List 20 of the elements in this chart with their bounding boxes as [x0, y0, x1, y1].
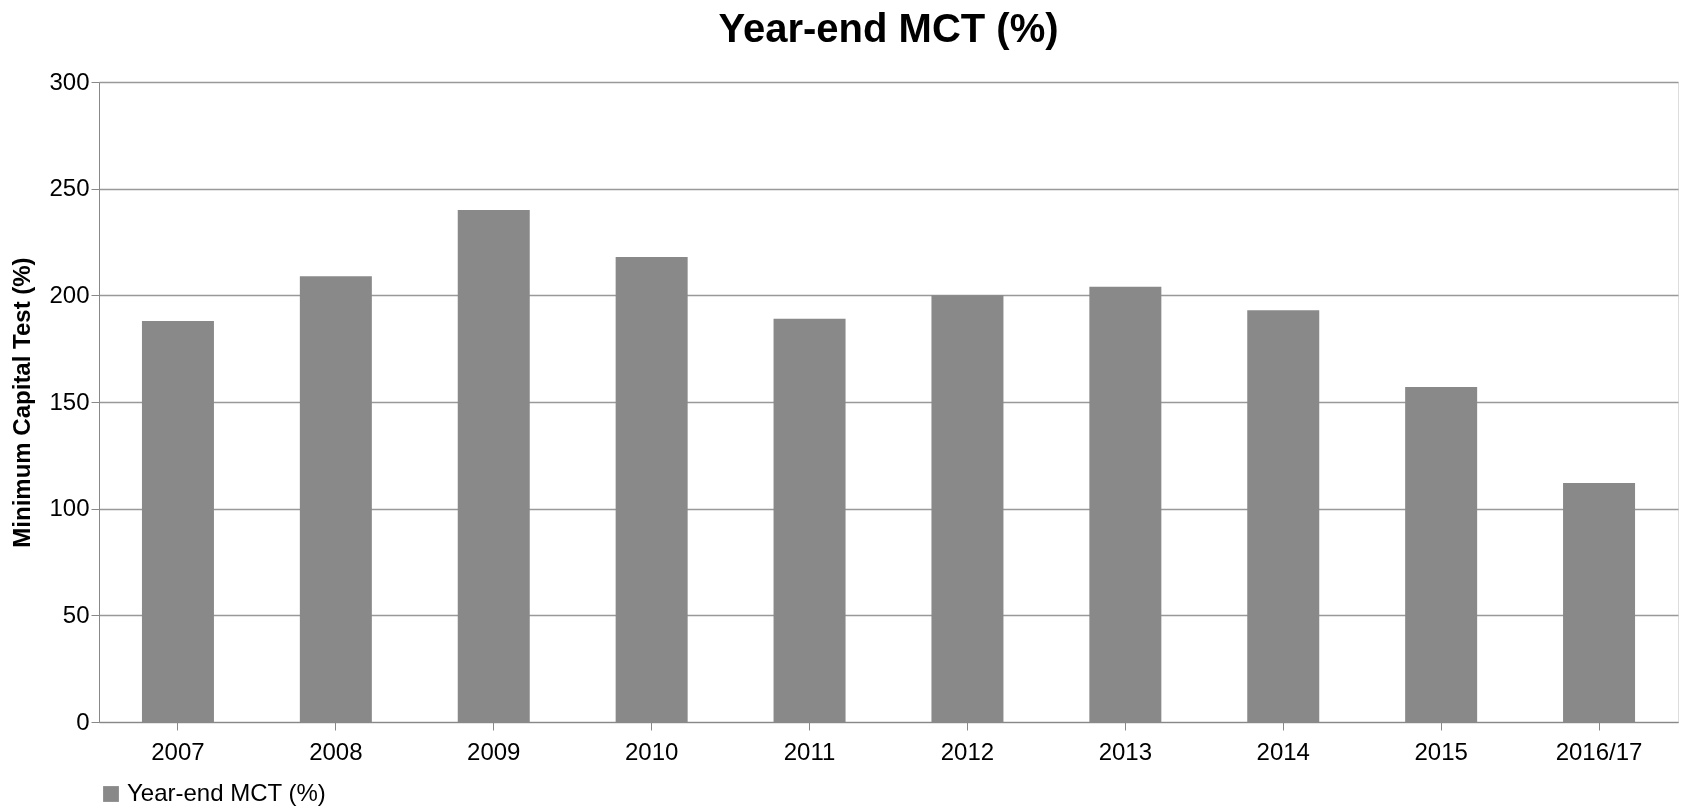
y-tick-label: 0 — [76, 707, 90, 735]
x-tick-label: 2013 — [1098, 737, 1153, 765]
x-tick-label: 2008 — [309, 737, 363, 765]
y-tick-label: 250 — [49, 174, 90, 202]
x-tick-label: 2011 — [783, 737, 836, 765]
legend-label: Year-end MCT (%) — [127, 779, 326, 806]
x-tick-label: 2016/17 — [1555, 737, 1643, 765]
x-tick-label: 2010 — [624, 737, 679, 765]
x-tick-label: 2012 — [940, 737, 995, 765]
x-tick-label: 2014 — [1256, 737, 1310, 765]
y-tick-label: 300 — [49, 67, 90, 95]
x-tick-label: 2009 — [467, 737, 521, 765]
x-tick-label: 2015 — [1414, 737, 1468, 765]
chart-title: Year-end MCT (%) — [718, 6, 1059, 50]
x-tick-label: 2007 — [151, 737, 205, 765]
y-tick-label: 200 — [49, 280, 90, 308]
y-tick-label: 150 — [49, 387, 90, 415]
y-tick-label: 100 — [49, 494, 90, 522]
y-tick-label: 50 — [62, 600, 90, 628]
y-axis-title: Minimum Capital Test (%) — [8, 257, 36, 548]
